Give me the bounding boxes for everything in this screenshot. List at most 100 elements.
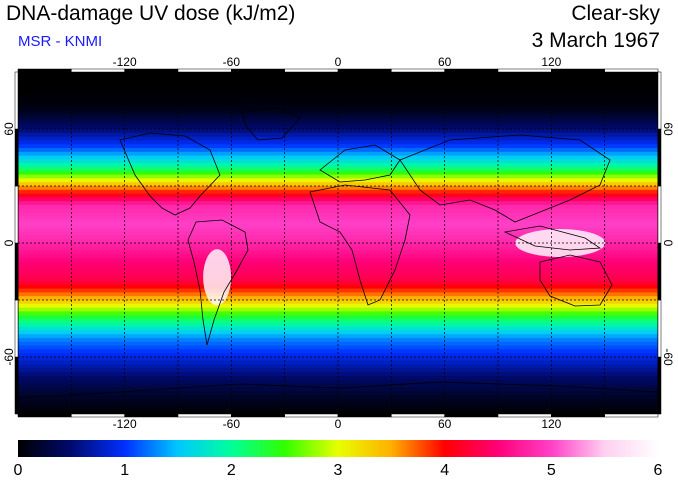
uv-band	[18, 368, 658, 373]
coastline-antarctica	[18, 381, 658, 399]
uv-band	[18, 220, 658, 225]
frame-tick-right	[657, 299, 662, 358]
frame-tick-left	[14, 185, 19, 244]
lat-tick-label-right: -60	[661, 348, 675, 366]
coastline-australia	[539, 254, 613, 307]
uv-band	[18, 125, 658, 130]
frame-tick-bottom	[391, 413, 445, 418]
uv-band	[18, 72, 658, 77]
coastline-europe	[319, 144, 401, 183]
uv-band	[18, 284, 658, 290]
uv-band	[18, 292, 658, 297]
uv-band	[18, 208, 658, 214]
sky-condition-label: Clear-sky	[571, 2, 660, 25]
latitude-labels-left: -60 0 60	[2, 122, 16, 366]
date-label: 3 March 1967	[531, 29, 660, 52]
frame-tick-left	[14, 128, 19, 187]
lon-tick-label-top: -120	[113, 55, 137, 69]
uv-band	[18, 121, 658, 126]
uv-band	[18, 372, 658, 377]
uv-band	[18, 349, 658, 354]
frame-tick-bottom	[604, 413, 659, 418]
lon-tick-label-bottom: -120	[113, 417, 137, 431]
uv-band	[18, 269, 658, 274]
data-source-label: MSR - KNMI	[18, 33, 103, 50]
colorbar-tick-label: 0	[14, 462, 23, 479]
frame-tick-top	[284, 68, 339, 73]
frame-tick-top	[231, 68, 285, 73]
lat-tick-label-left: 0	[2, 239, 16, 246]
uv-band	[18, 277, 658, 282]
frame-tick-top	[177, 68, 232, 73]
lon-tick-label-top: 120	[541, 55, 561, 69]
frame-tick-top	[444, 68, 499, 73]
frame-ticks	[14, 68, 662, 418]
uv-band	[18, 364, 658, 369]
lon-tick-label-bottom: 60	[438, 417, 452, 431]
coastline-south-america	[187, 219, 249, 346]
lat-tick-label-left: 60	[2, 122, 16, 136]
lat-tick-label-right: 0	[661, 240, 675, 247]
uv-band	[18, 281, 658, 286]
uv-band	[18, 201, 658, 206]
colorbar-tick-label: 4	[440, 462, 449, 479]
uv-band	[18, 216, 658, 221]
frame-tick-top	[124, 68, 179, 73]
uv-band	[18, 357, 658, 362]
uv-band	[18, 224, 658, 229]
frame-tick-top	[551, 68, 605, 73]
frame-tick-right	[657, 356, 662, 415]
uv-maximum-highlight	[203, 249, 232, 306]
uv-band	[18, 273, 658, 278]
colorbar-tick-label: 6	[654, 462, 663, 479]
colorbar-tick-label: 3	[334, 462, 343, 479]
lon-tick-label-bottom: 120	[541, 417, 561, 431]
frame-tick-bottom	[284, 413, 339, 418]
frame-tick-bottom	[17, 413, 72, 418]
uv-band	[18, 376, 658, 381]
colorbar-tick-label: 5	[547, 462, 556, 479]
frame-tick-top	[391, 68, 445, 73]
graticule-lines	[18, 72, 658, 414]
coastline-greenland	[241, 107, 301, 141]
uv-band	[18, 193, 658, 198]
coastline-maritime-continent	[503, 225, 602, 251]
uv-band	[18, 300, 658, 305]
frame-tick-right	[657, 185, 662, 244]
latitude-labels-right: -60 0 60	[661, 122, 675, 366]
lat-tick-label-left: -60	[2, 348, 16, 366]
colorbar-tick-label: 2	[227, 462, 236, 479]
lon-tick-label-bottom: 0	[335, 417, 342, 431]
map-panel	[14, 68, 662, 418]
frame-tick-right	[657, 71, 662, 130]
uv-band	[18, 288, 658, 293]
frame-tick-left	[14, 71, 19, 130]
uv-band	[18, 144, 658, 149]
longitude-labels-top: -120 -60 0 60 120	[113, 55, 562, 69]
uv-band	[18, 205, 658, 210]
frame-tick-left	[14, 242, 19, 301]
lon-tick-label-top: -60	[223, 55, 241, 69]
lon-tick-label-top: 0	[335, 55, 342, 69]
uv-band	[18, 353, 658, 358]
frame-tick-top	[497, 68, 552, 73]
uv-band	[18, 148, 658, 153]
uv-band	[18, 129, 658, 134]
frame-tick-bottom	[444, 413, 499, 418]
uv-band	[18, 132, 658, 138]
uv-band	[18, 117, 658, 122]
colorbar-labels: 0 1 2 3 4 5 6	[14, 462, 663, 479]
frame-tick-top	[337, 68, 392, 73]
uv-band	[18, 140, 658, 145]
uv-band	[18, 212, 658, 217]
uv-band	[18, 360, 658, 366]
uv-band	[18, 136, 658, 141]
uv-band	[18, 197, 658, 202]
frame-tick-top	[604, 68, 659, 73]
frame-tick-right	[657, 128, 662, 187]
longitude-labels-bottom: -120 -60 0 60 120	[113, 417, 562, 431]
map-title: DNA-damage UV dose (kJ/m2)	[6, 2, 296, 25]
coastline-north-america	[119, 132, 221, 216]
uv-band	[18, 296, 658, 301]
